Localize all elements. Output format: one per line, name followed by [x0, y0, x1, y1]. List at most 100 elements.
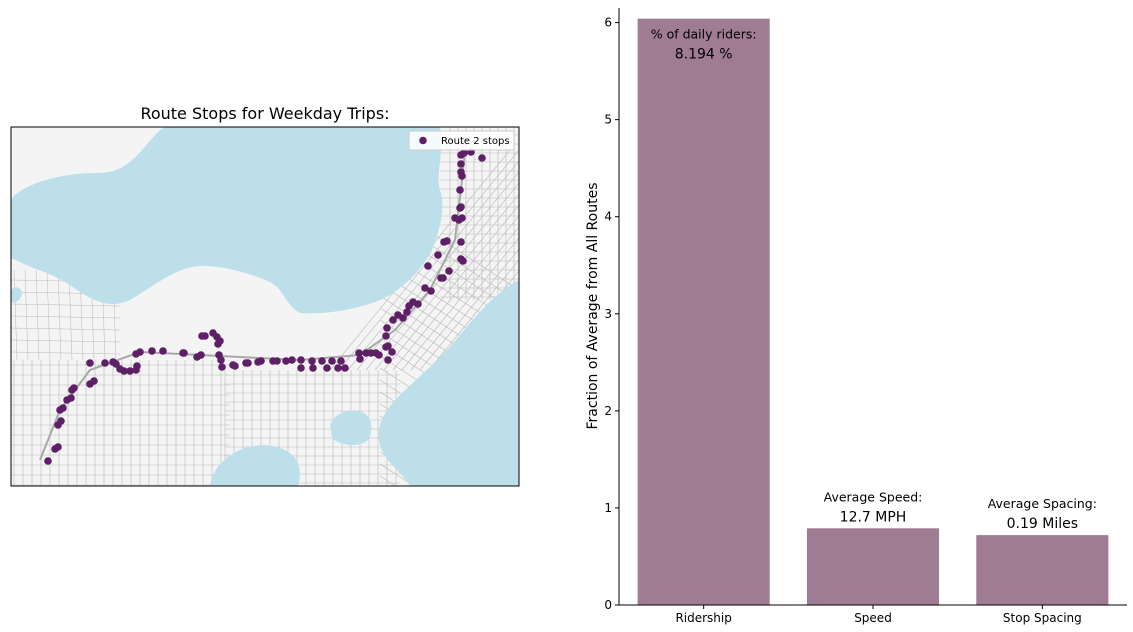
route-stop-marker: [297, 364, 305, 372]
street-line: [11, 315, 121, 319]
street-line: [68, 269, 73, 361]
route-stop-marker: [421, 284, 429, 292]
street-line: [24, 269, 29, 361]
route-stop-marker: [334, 364, 342, 372]
route-stop-marker: [231, 362, 239, 370]
y-tick-label: 0: [604, 598, 612, 612]
route-stop-marker: [383, 324, 391, 332]
x-tick-label: Speed: [854, 611, 892, 625]
route-stop-marker: [126, 367, 134, 375]
arterial-road: [39, 149, 466, 461]
legend-label: Route 2 stops: [441, 136, 510, 147]
annotation-label: Average Spacing:: [988, 496, 1097, 511]
route-stop-marker: [59, 404, 67, 412]
route-stop-marker: [133, 362, 141, 370]
street-line: [11, 303, 121, 307]
route-stop-marker: [460, 149, 468, 157]
street-line: [410, 237, 519, 371]
bar-ridership: [637, 18, 770, 606]
bar-annotations: % of daily riders: 8.194 % Average Speed: 1…: [651, 27, 1097, 532]
route-stop-marker: [478, 154, 486, 162]
route-stop-marker: [443, 237, 451, 245]
annotation-value: 8.194 %: [675, 47, 733, 63]
y-tick-label: 4: [604, 210, 612, 224]
route-stop-marker: [309, 364, 317, 372]
street-line: [35, 269, 40, 361]
route-stop-marker: [217, 356, 225, 364]
route-stop-marker: [434, 251, 442, 259]
route-stop-marker: [403, 308, 411, 316]
street-line: [428, 259, 519, 371]
route-stop-marker: [388, 348, 396, 356]
route-stop-marker: [159, 347, 167, 355]
street-line: [401, 226, 519, 371]
street-line: [46, 269, 51, 361]
route-stop-marker: [375, 351, 383, 359]
street-line: [11, 339, 121, 343]
route-stop-marker: [439, 274, 447, 282]
legend-marker: [419, 136, 427, 145]
x-tick-label: Ridership: [675, 611, 731, 625]
street-line: [11, 351, 121, 355]
route-stop-marker: [384, 342, 392, 350]
route-stop-marker: [67, 394, 75, 402]
route-stop-marker: [136, 348, 144, 356]
street-line: [365, 182, 519, 371]
y-tick-label: 3: [604, 307, 612, 321]
route-stop-marker: [57, 417, 65, 425]
route-stop-marker: [382, 332, 390, 340]
water-bodies: [11, 127, 519, 486]
route-stop-marker: [318, 357, 326, 365]
route-stop-marker: [456, 186, 464, 194]
y-tick-label: 2: [604, 404, 612, 418]
route-stop-marker: [180, 349, 188, 357]
street-line: [392, 215, 519, 371]
route-stop-marker: [288, 356, 296, 364]
route-stop-marker: [273, 357, 281, 365]
route-stop-marker: [355, 349, 363, 357]
route-stop-marker: [459, 257, 467, 265]
annotation-label: % of daily riders:: [651, 27, 757, 42]
route-stop-marker: [216, 337, 224, 345]
route-stop-marker: [399, 314, 407, 322]
map-legend: Route 2 stops: [408, 130, 515, 151]
street-line: [379, 463, 415, 486]
route-stop-marker: [424, 262, 432, 270]
street-line: [57, 269, 62, 361]
route-stop-marker: [308, 357, 316, 365]
street-line: [419, 248, 519, 371]
route-stop-marker: [297, 356, 305, 364]
route-stop-marker: [148, 347, 156, 355]
route-stop-marker: [457, 238, 465, 246]
street-line: [11, 327, 121, 331]
route-stop-marker: [54, 443, 62, 451]
y-axis-label: Fraction of Average from All Routes: [585, 183, 601, 430]
y-tick-label: 6: [604, 16, 612, 30]
x-axis: Ridership Speed Stop Spacing: [619, 604, 1127, 625]
route-stop-marker: [90, 377, 98, 385]
route-stop-marker: [445, 267, 453, 275]
map-border: [10, 126, 520, 487]
route-stop-marker: [70, 384, 78, 392]
lake-pond: [330, 410, 372, 446]
route-stop-marker: [328, 357, 336, 365]
route-stop-marker: [427, 287, 435, 295]
annotation-label: Average Speed:: [824, 489, 923, 504]
annotation-value: 12.7 MPH: [840, 509, 907, 525]
route-stop-marker: [120, 367, 128, 375]
y-tick-label: 5: [604, 113, 612, 127]
bars: [637, 18, 1109, 606]
route-stop-marker: [257, 357, 265, 365]
route-stop-marker: [356, 355, 364, 363]
route-stop-marker: [389, 316, 397, 324]
route-stop-marker: [337, 357, 345, 365]
y-axis: 0 1 2 3 4 5 6: [604, 8, 620, 612]
route-stop-marker: [101, 359, 109, 367]
route-stops: [44, 148, 486, 465]
route-stop-marker: [244, 359, 252, 367]
route-stop-marker: [282, 357, 290, 365]
route-stop-marker: [218, 363, 226, 371]
route-stop-marker: [197, 351, 205, 359]
route-stop-marker: [384, 356, 392, 364]
